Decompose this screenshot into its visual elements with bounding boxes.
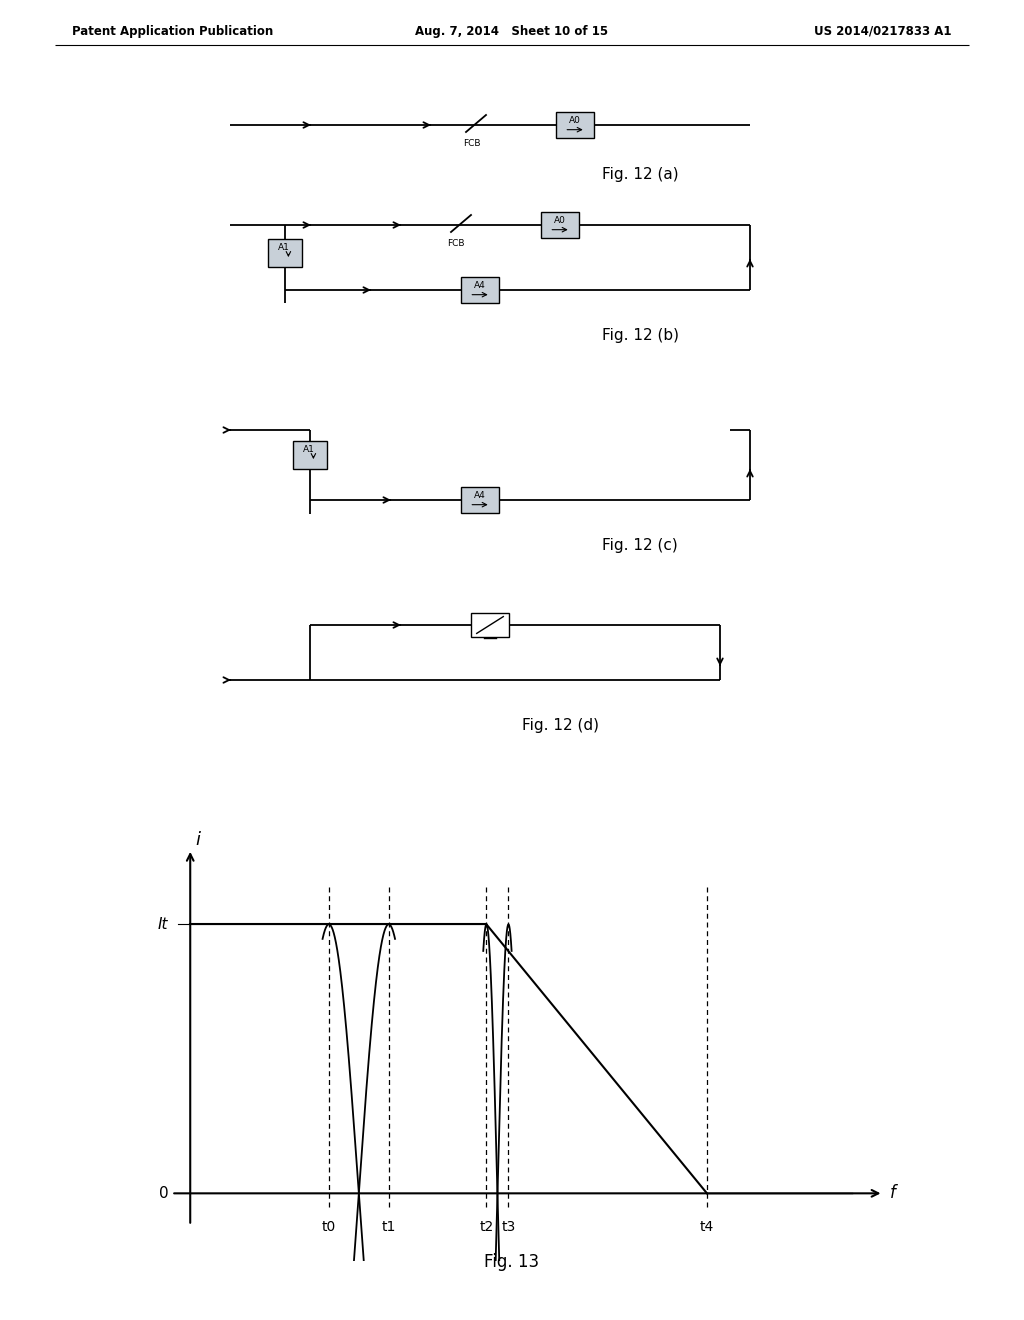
Bar: [471, 612, 509, 638]
Text: t3: t3: [502, 1220, 515, 1234]
Text: Fig. 12 (d): Fig. 12 (d): [521, 718, 598, 733]
Text: A1: A1: [279, 243, 290, 252]
Text: Patent Application Publication: Patent Application Publication: [72, 25, 273, 37]
Bar: [268, 239, 302, 267]
Text: Aug. 7, 2014   Sheet 10 of 15: Aug. 7, 2014 Sheet 10 of 15: [416, 25, 608, 37]
Text: Fig. 12 (c): Fig. 12 (c): [602, 539, 678, 553]
Text: Fig. 12 (a): Fig. 12 (a): [602, 168, 678, 182]
Text: A1: A1: [303, 445, 315, 454]
Text: t0: t0: [322, 1220, 336, 1234]
Text: A0: A0: [554, 215, 566, 224]
Text: Fig. 12 (b): Fig. 12 (b): [601, 327, 679, 343]
Text: FCB: FCB: [463, 139, 480, 148]
Bar: [461, 487, 499, 513]
Text: A4: A4: [474, 491, 485, 500]
Text: It: It: [158, 917, 168, 932]
Text: 0: 0: [159, 1185, 168, 1201]
Text: A4: A4: [474, 281, 485, 290]
Bar: [461, 277, 499, 304]
Text: A0: A0: [569, 116, 581, 125]
Text: t1: t1: [382, 1220, 396, 1234]
Text: US 2014/0217833 A1: US 2014/0217833 A1: [814, 25, 952, 37]
Text: FCB: FCB: [447, 239, 465, 248]
Text: Fig. 13: Fig. 13: [484, 1253, 540, 1271]
Text: t2: t2: [479, 1220, 494, 1234]
Bar: [556, 112, 594, 139]
Text: f: f: [890, 1184, 896, 1203]
Bar: [293, 441, 327, 469]
Bar: [541, 213, 579, 238]
Text: t4: t4: [699, 1220, 714, 1234]
Text: i: i: [196, 832, 201, 849]
